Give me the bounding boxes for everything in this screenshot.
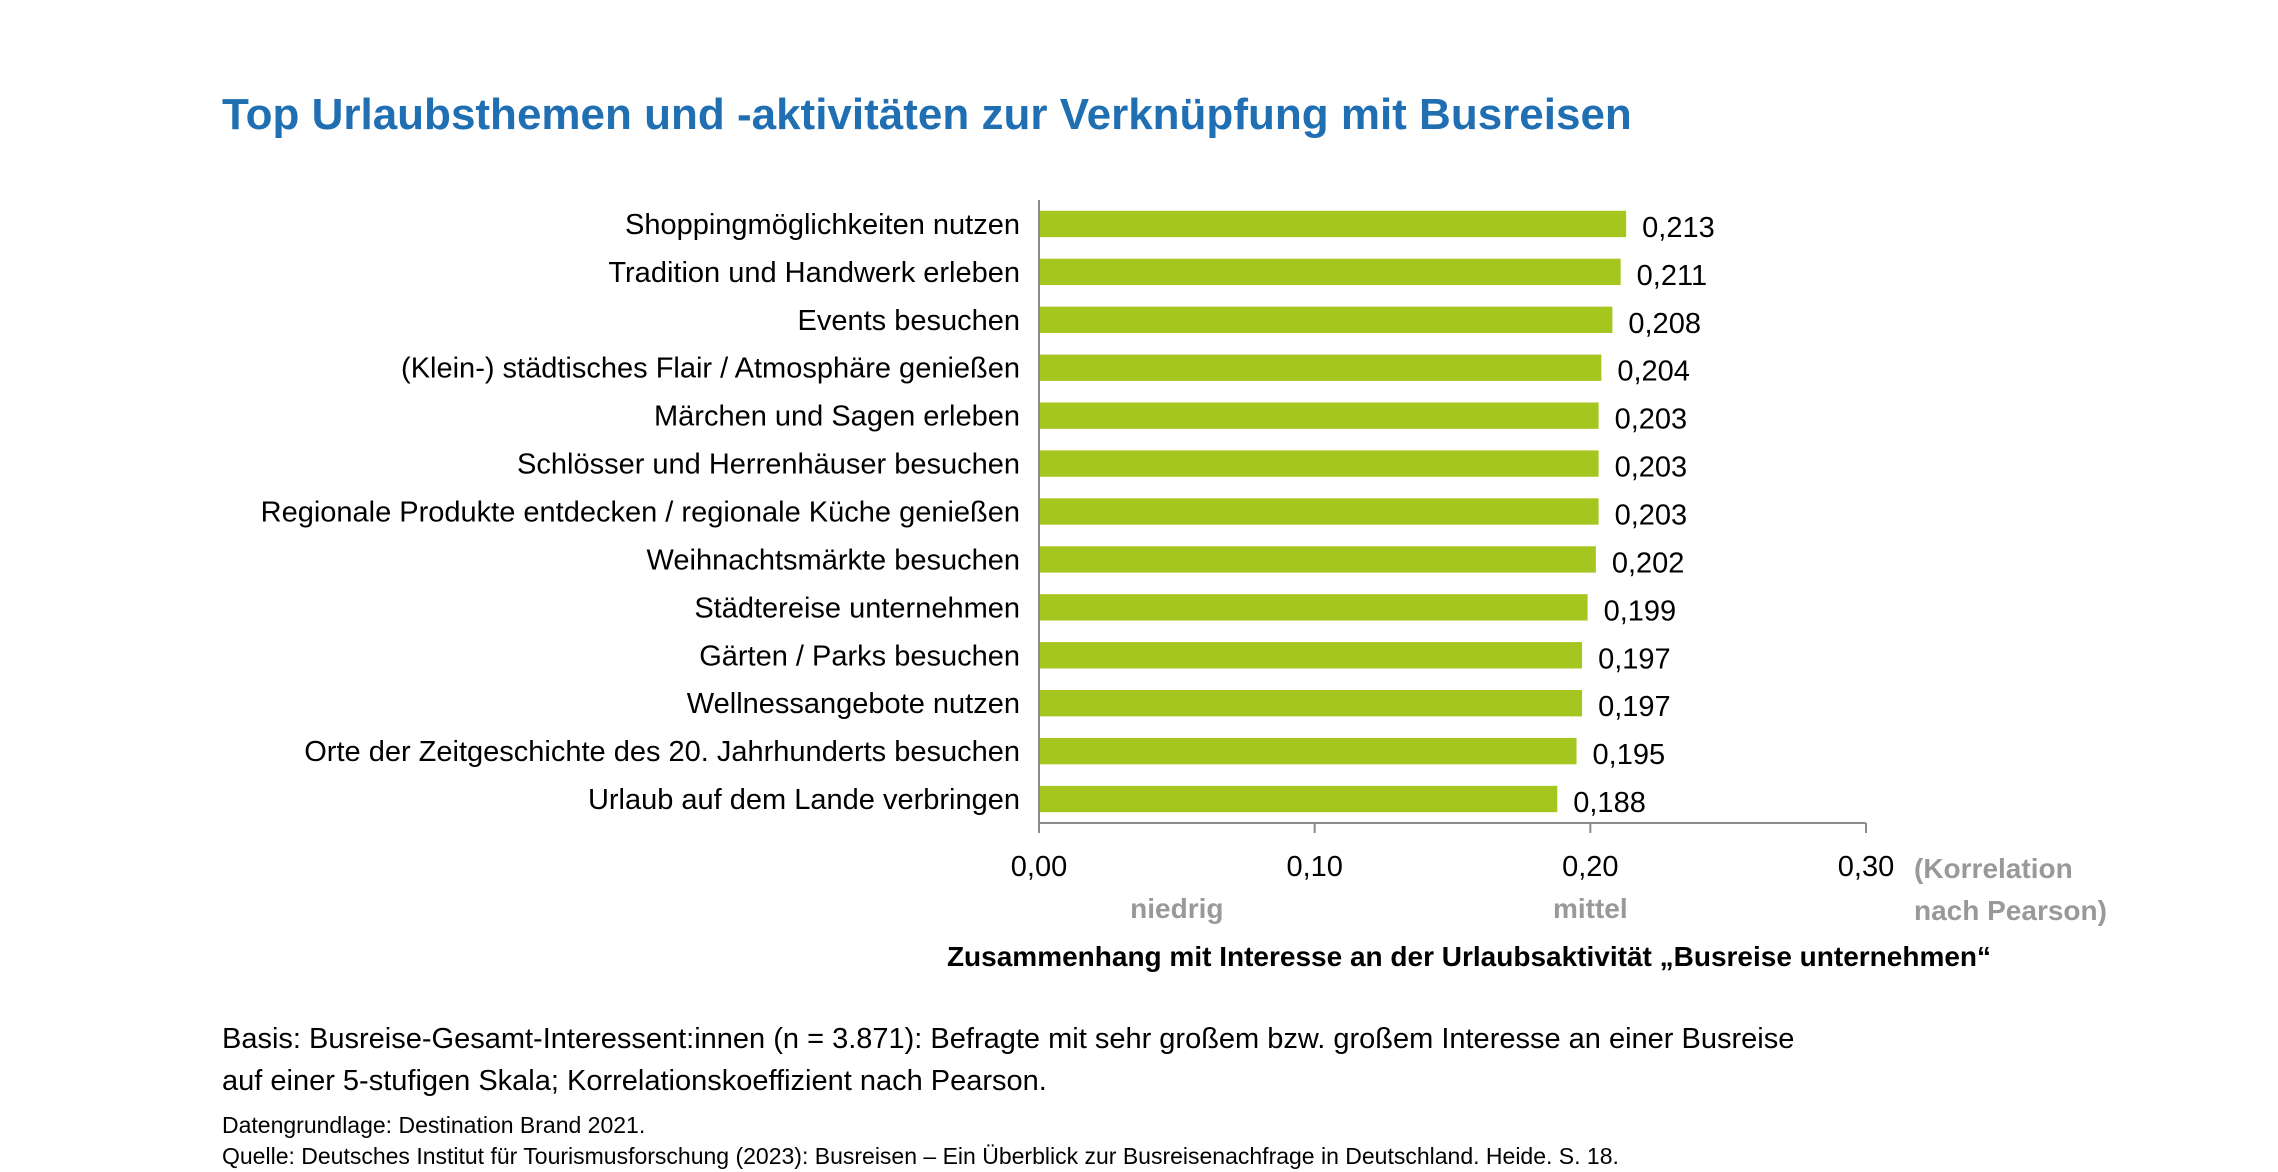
value-label: 0,195 bbox=[1593, 739, 1666, 771]
value-label: 0,202 bbox=[1612, 547, 1685, 579]
value-label: 0,203 bbox=[1615, 500, 1688, 532]
x-axis-title: Zusammenhang mit Interesse an der Urlaub… bbox=[947, 941, 1991, 972]
category-label: Gärten / Parks besuchen bbox=[699, 640, 1020, 672]
x-tick-label: 0,00 bbox=[1011, 851, 1067, 883]
scale-annotation: niedrig bbox=[1130, 893, 1223, 924]
bar bbox=[1039, 546, 1596, 573]
x-tick-label: 0,20 bbox=[1562, 851, 1618, 883]
value-label: 0,204 bbox=[1617, 356, 1690, 388]
category-label: Städtereise unternehmen bbox=[694, 592, 1020, 624]
bar bbox=[1039, 306, 1613, 333]
x-tick-label: 0,10 bbox=[1286, 851, 1342, 883]
value-label: 0,188 bbox=[1573, 787, 1646, 819]
value-label: 0,203 bbox=[1615, 452, 1688, 484]
value-label: 0,213 bbox=[1642, 212, 1715, 244]
data-source-note: Datengrundlage: Destination Brand 2021. bbox=[222, 1112, 646, 1138]
basis-note: Basis: Busreise-Gesamt-Interessent:innen… bbox=[222, 1018, 2122, 1102]
bar bbox=[1039, 594, 1588, 621]
bar-chart: Shoppingmöglichkeiten nutzen 0,213 Traditi… bbox=[261, 200, 2107, 972]
category-label: Shoppingmöglichkeiten nutzen bbox=[625, 209, 1020, 241]
category-label: Wellnessangebote nutzen bbox=[687, 688, 1020, 720]
basis-line-1: Basis: Busreise-Gesamt-Interessent:innen… bbox=[222, 1023, 1795, 1055]
category-label: Orte der Zeitgeschichte des 20. Jahrhund… bbox=[304, 736, 1020, 768]
citation-note: Quelle: Deutsches Institut für Tourismus… bbox=[222, 1143, 1619, 1169]
bar bbox=[1039, 354, 1602, 381]
category-label: (Klein-) städtisches Flair / Atmosphäre … bbox=[401, 353, 1020, 385]
bar bbox=[1039, 258, 1621, 286]
value-label: 0,197 bbox=[1598, 691, 1671, 723]
category-label: Urlaub auf dem Lande verbringen bbox=[588, 784, 1020, 816]
value-label: 0,203 bbox=[1615, 404, 1688, 436]
scale-annotation: mittel bbox=[1553, 893, 1628, 924]
bar bbox=[1039, 210, 1627, 238]
bar bbox=[1039, 785, 1558, 813]
source-notes: Datengrundlage: Destination Brand 2021. … bbox=[222, 1110, 1619, 1172]
category-label: Schlösser und Herrenhäuser besuchen bbox=[517, 449, 1020, 481]
value-label: 0,197 bbox=[1598, 643, 1671, 675]
value-label: 0,211 bbox=[1637, 260, 1707, 292]
category-label: Märchen und Sagen erleben bbox=[654, 401, 1020, 433]
basis-line-2: auf einer 5-stufigen Skala; Korrelations… bbox=[222, 1065, 1047, 1097]
bar bbox=[1039, 402, 1599, 429]
chart-title: Top Urlaubsthemen und -aktivitäten zur V… bbox=[222, 90, 1632, 139]
bar bbox=[1039, 642, 1583, 669]
category-label: Weihnachtsmärkte besuchen bbox=[647, 544, 1020, 576]
bar bbox=[1039, 450, 1599, 477]
x-tick-label: 0,30 bbox=[1838, 851, 1894, 883]
value-label: 0,199 bbox=[1604, 595, 1677, 627]
unit-note-line1: (Korrelation bbox=[1914, 853, 2073, 884]
category-label: Tradition und Handwerk erleben bbox=[608, 257, 1020, 289]
bar bbox=[1039, 498, 1599, 525]
value-label: 0,208 bbox=[1628, 308, 1701, 340]
category-label: Regionale Produkte entdecken / regionale… bbox=[261, 497, 1020, 529]
bar bbox=[1039, 690, 1583, 717]
bar bbox=[1039, 737, 1577, 765]
unit-note-line2: nach Pearson) bbox=[1914, 895, 2107, 926]
category-label: Events besuchen bbox=[798, 305, 1020, 337]
